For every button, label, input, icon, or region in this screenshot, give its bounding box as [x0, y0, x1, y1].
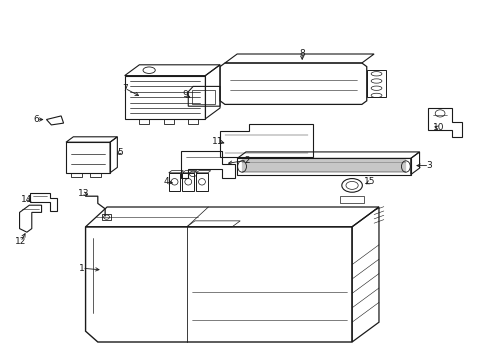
Text: 7: 7 — [122, 84, 127, 93]
Text: 13: 13 — [78, 189, 90, 198]
Text: 3: 3 — [426, 161, 431, 170]
Text: 12: 12 — [15, 238, 26, 246]
Text: 8: 8 — [299, 49, 305, 58]
Text: 5: 5 — [117, 148, 122, 157]
Text: 1: 1 — [79, 264, 85, 273]
Text: 14: 14 — [21, 195, 33, 204]
Text: 2: 2 — [244, 156, 249, 165]
Text: 15: 15 — [364, 177, 375, 186]
Text: 9: 9 — [182, 90, 187, 99]
Text: 11: 11 — [211, 136, 223, 145]
Text: 6: 6 — [34, 115, 40, 124]
Text: 10: 10 — [432, 123, 444, 132]
Text: 4: 4 — [163, 177, 169, 186]
